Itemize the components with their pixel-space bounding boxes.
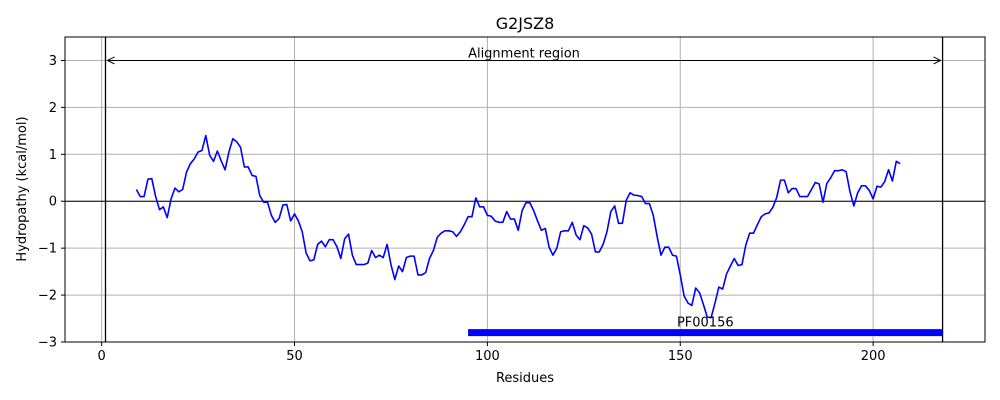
- x-axis-label: Residues: [496, 371, 554, 386]
- y-tick-label: −1: [38, 242, 57, 257]
- x-tick-label: 150: [668, 349, 693, 364]
- x-tick-label: 50: [286, 349, 303, 364]
- y-tick-label: 3: [49, 54, 57, 69]
- hydropathy-line: [135, 134, 901, 319]
- x-tick-label: 100: [475, 349, 500, 364]
- domain-bar: [468, 329, 943, 337]
- y-tick-label: −2: [38, 289, 57, 304]
- series-layer: [135, 134, 901, 319]
- chart-title: G2JSZ8: [496, 14, 555, 33]
- tick-layer: 0 50 100 150 200 −3 −2 −1 0 1 2 3: [38, 54, 886, 364]
- annotation-layer: [104, 37, 944, 342]
- plot-frame: [64, 36, 986, 343]
- y-tick-label: 0: [49, 195, 57, 210]
- alignment-arrow-right-head: [933, 56, 942, 65]
- y-axis-label: Hydropathy (kcal/mol): [15, 116, 30, 261]
- alignment-region-label: Alignment region: [468, 47, 580, 62]
- y-tick-label: 2: [49, 101, 57, 116]
- x-tick-label: 0: [98, 349, 106, 364]
- y-tick-label: −3: [38, 336, 57, 351]
- alignment-arrow-left-head: [106, 56, 115, 65]
- x-tick-label: 200: [861, 349, 886, 364]
- y-tick-label: 1: [49, 148, 57, 163]
- domain-label: PF00156: [677, 316, 734, 331]
